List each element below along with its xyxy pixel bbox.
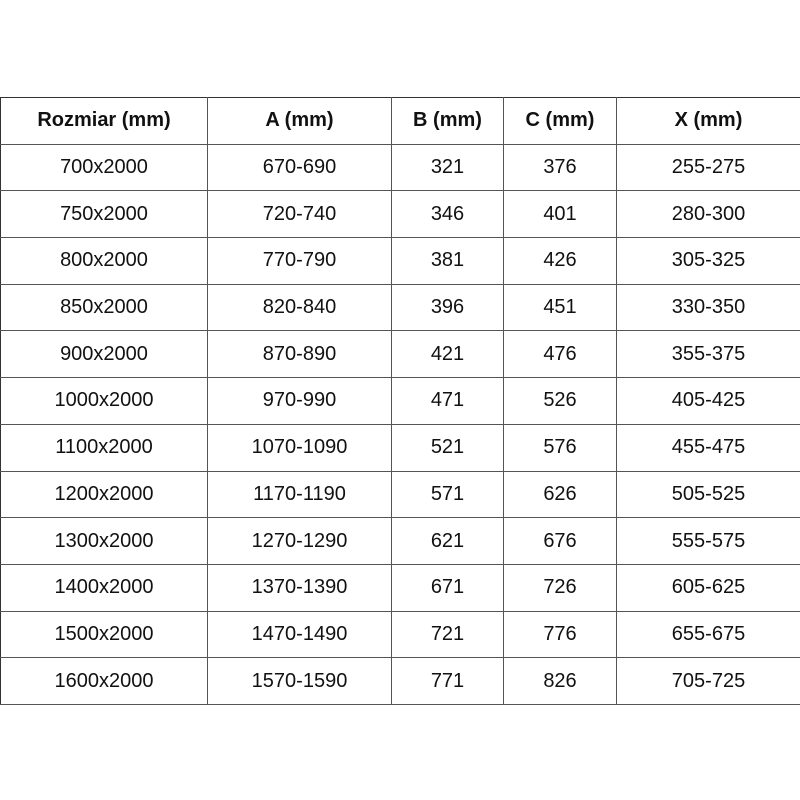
cell-size: 700x2000 [0, 143, 208, 192]
table-row: 700x2000 670-690 321 376 255-275 [0, 143, 800, 192]
cell-c: 626 [503, 470, 617, 519]
cell-size: 1000x2000 [0, 377, 208, 425]
cell-x: 655-675 [616, 610, 800, 659]
table-row: 850x2000 820-840 396 451 330-350 [0, 283, 800, 332]
cell-c: 451 [503, 283, 617, 332]
cell-x: 605-625 [616, 563, 800, 612]
cell-c: 476 [503, 330, 617, 379]
column-header-b: B (mm) [391, 97, 504, 145]
cell-size: 1100x2000 [0, 423, 208, 472]
cell-a: 1570-1590 [207, 657, 392, 705]
table-row: 1000x2000 970-990 471 526 405-425 [0, 377, 800, 425]
column-header-c: C (mm) [503, 97, 617, 145]
column-header-a: A (mm) [207, 97, 392, 145]
cell-a: 870-890 [207, 330, 392, 379]
table-row: 750x2000 720-740 346 401 280-300 [0, 190, 800, 239]
table-row: 1200x2000 1170-1190 571 626 505-525 [0, 470, 800, 519]
table-row: 900x2000 870-890 421 476 355-375 [0, 330, 800, 379]
cell-c: 401 [503, 190, 617, 239]
cell-b: 381 [391, 237, 504, 285]
cell-x: 405-425 [616, 377, 800, 425]
cell-c: 576 [503, 423, 617, 472]
header-row: Rozmiar (mm) A (mm) B (mm) C (mm) X (mm) [0, 97, 800, 145]
cell-b: 421 [391, 330, 504, 379]
cell-b: 471 [391, 377, 504, 425]
cell-b: 621 [391, 517, 504, 565]
cell-a: 1170-1190 [207, 470, 392, 519]
cell-a: 770-790 [207, 237, 392, 285]
table-row: 1500x2000 1470-1490 721 776 655-675 [0, 610, 800, 659]
cell-b: 771 [391, 657, 504, 705]
cell-size: 1200x2000 [0, 470, 208, 519]
cell-c: 826 [503, 657, 617, 705]
cell-c: 526 [503, 377, 617, 425]
table-row: 800x2000 770-790 381 426 305-325 [0, 237, 800, 285]
cell-b: 721 [391, 610, 504, 659]
cell-size: 1500x2000 [0, 610, 208, 659]
cell-a: 1070-1090 [207, 423, 392, 472]
cell-x: 280-300 [616, 190, 800, 239]
cell-size: 1400x2000 [0, 563, 208, 612]
cell-b: 396 [391, 283, 504, 332]
cell-b: 571 [391, 470, 504, 519]
cell-c: 726 [503, 563, 617, 612]
cell-b: 346 [391, 190, 504, 239]
cell-x: 455-475 [616, 423, 800, 472]
cell-size: 1300x2000 [0, 517, 208, 565]
cell-size: 750x2000 [0, 190, 208, 239]
cell-size: 900x2000 [0, 330, 208, 379]
cell-c: 676 [503, 517, 617, 565]
cell-a: 670-690 [207, 143, 392, 192]
column-header-size: Rozmiar (mm) [0, 97, 208, 145]
cell-x: 505-525 [616, 470, 800, 519]
table-row: 1600x2000 1570-1590 771 826 705-725 [0, 657, 800, 705]
cell-a: 1470-1490 [207, 610, 392, 659]
cell-b: 321 [391, 143, 504, 192]
cell-x: 255-275 [616, 143, 800, 192]
cell-a: 1370-1390 [207, 563, 392, 612]
cell-c: 426 [503, 237, 617, 285]
cell-size: 1600x2000 [0, 657, 208, 705]
cell-size: 800x2000 [0, 237, 208, 285]
cell-b: 671 [391, 563, 504, 612]
cell-a: 820-840 [207, 283, 392, 332]
cell-c: 376 [503, 143, 617, 192]
cell-x: 555-575 [616, 517, 800, 565]
cell-a: 970-990 [207, 377, 392, 425]
cell-a: 1270-1290 [207, 517, 392, 565]
cell-a: 720-740 [207, 190, 392, 239]
cell-x: 705-725 [616, 657, 800, 705]
cell-c: 776 [503, 610, 617, 659]
cell-x: 355-375 [616, 330, 800, 379]
cell-x: 305-325 [616, 237, 800, 285]
dimensions-table: Rozmiar (mm) A (mm) B (mm) C (mm) X (mm) 700… [0, 97, 800, 705]
cell-size: 850x2000 [0, 283, 208, 332]
cell-b: 521 [391, 423, 504, 472]
table-row: 1400x2000 1370-1390 671 726 605-625 [0, 563, 800, 612]
table-row: 1300x2000 1270-1290 621 676 555-575 [0, 517, 800, 565]
table-row: 1100x2000 1070-1090 521 576 455-475 [0, 423, 800, 472]
cell-x: 330-350 [616, 283, 800, 332]
column-header-x: X (mm) [616, 97, 800, 145]
